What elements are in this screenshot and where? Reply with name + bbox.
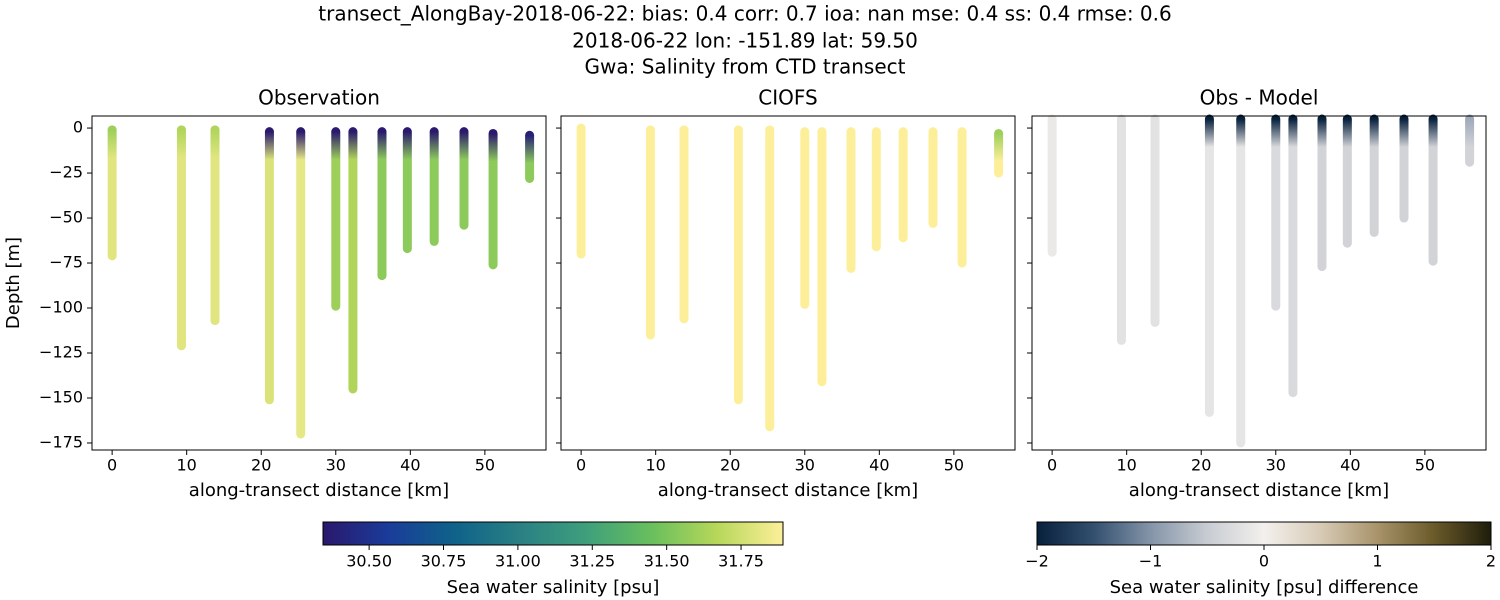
- y-tick-label: −75: [49, 253, 83, 272]
- title-line: 2018-06-22 lon: -151.89 lat: 59.50: [572, 29, 918, 53]
- x-tick-label: 40: [400, 456, 420, 475]
- x-tick-label: 50: [944, 456, 964, 475]
- y-tick-label: 0: [73, 118, 83, 137]
- x-tick-label: 30: [326, 456, 346, 475]
- x-tick-label: 0: [1047, 456, 1057, 475]
- axes-frame: [560, 115, 1016, 451]
- x-tick-label: 30: [1266, 456, 1286, 475]
- y-tick-label: −175: [39, 432, 83, 451]
- x-tick-label: 0: [576, 456, 586, 475]
- x-tick-label: 20: [251, 456, 271, 475]
- y-tick-label: −125: [39, 343, 83, 362]
- y-axis-label: Depth [m]: [3, 237, 24, 329]
- y-tick-label: −50: [49, 208, 83, 227]
- panel-title: CIOFS: [758, 86, 817, 110]
- x-tick-label: 40: [1340, 456, 1360, 475]
- colorbar-tick-label: 31.75: [718, 552, 764, 571]
- x-tick-label: 10: [645, 456, 665, 475]
- axes-frame: [1031, 115, 1487, 451]
- x-tick-label: 0: [107, 456, 117, 475]
- y-tick-label: −25: [49, 163, 83, 182]
- x-axis-label: along-transect distance [km]: [189, 480, 449, 501]
- colorbar-tick-label: 0: [1259, 552, 1269, 571]
- title-line: transect_AlongBay-2018-06-22: bias: 0.4 …: [318, 2, 1172, 26]
- panel-title: Obs - Model: [1200, 86, 1319, 110]
- x-tick-label: 50: [1415, 456, 1435, 475]
- x-tick-label: 20: [1191, 456, 1211, 475]
- panel-title: Observation: [258, 86, 380, 110]
- x-tick-label: 10: [1116, 456, 1136, 475]
- colorbar-tick-label: 2: [1486, 552, 1496, 571]
- colorbar-tick-label: 30.75: [421, 552, 467, 571]
- colorbar-tick-label: −1: [1139, 552, 1163, 571]
- x-axis-label: along-transect distance [km]: [1129, 480, 1389, 501]
- x-tick-label: 20: [720, 456, 740, 475]
- x-tick-label: 10: [176, 456, 196, 475]
- y-tick-label: −150: [39, 387, 83, 406]
- x-tick-label: 50: [475, 456, 495, 475]
- x-axis-label: along-transect distance [km]: [658, 480, 918, 501]
- colorbar-tick-label: 1: [1372, 552, 1382, 571]
- colorbar-label: Sea water salinity [psu] difference: [1110, 577, 1419, 598]
- colorbar: [1036, 521, 1492, 546]
- colorbar-tick-label: −2: [1025, 552, 1049, 571]
- x-tick-label: 40: [869, 456, 889, 475]
- colorbar: [322, 521, 784, 546]
- colorbar-tick-label: 31.25: [569, 552, 615, 571]
- y-tick-label: −100: [39, 298, 83, 317]
- colorbar-tick-label: 31.00: [495, 552, 541, 571]
- axes-frame: [91, 115, 547, 451]
- x-tick-label: 30: [795, 456, 815, 475]
- colorbar-tick-label: 31.50: [644, 552, 690, 571]
- title-line: Gwa: Salinity from CTD transect: [585, 55, 906, 79]
- colorbar-label: Sea water salinity [psu]: [447, 577, 660, 598]
- colorbar-tick-label: 30.50: [346, 552, 392, 571]
